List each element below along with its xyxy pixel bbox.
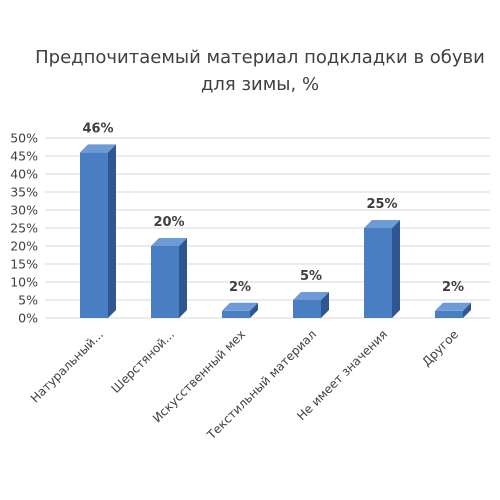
bar-top [435, 302, 471, 311]
bar [435, 302, 471, 318]
chart-title-line-1: Предпочитаемый материал подкладки в обув… [35, 47, 485, 68]
y-tick-label: 35% [10, 185, 38, 200]
y-axis-tick-labels: 0% 5% 10% 15% 20% 25% 30% 35% 40% 45% 50% [10, 131, 38, 326]
bar [222, 302, 258, 318]
chart-title-line-2: для зимы, % [201, 74, 319, 95]
y-tick-label: 25% [10, 221, 38, 236]
gridlines [45, 137, 490, 319]
bar-top [151, 238, 187, 246]
bar-top [222, 302, 258, 311]
data-labels: 46% 20% 2% 5% 25% 2% [82, 121, 464, 294]
bar [364, 220, 400, 318]
data-label: 46% [82, 121, 113, 136]
chart-title: Предпочитаемый материал подкладки в обув… [35, 47, 485, 95]
y-tick-label: 5% [18, 293, 38, 308]
bar-front [151, 246, 179, 318]
bar-side [392, 220, 400, 318]
y-tick-label: 50% [10, 131, 38, 146]
bar-side [179, 238, 187, 318]
bar-front [222, 310, 250, 318]
bar-top [293, 292, 329, 300]
x-axis-category-labels: Натуральный... Шерстяной...Искусственный … [28, 327, 461, 442]
bar-top [80, 144, 116, 153]
y-tick-label: 30% [10, 203, 38, 218]
bar-front [364, 228, 392, 318]
bar-side [321, 292, 329, 318]
bar-front [293, 300, 321, 318]
y-tick-label: 10% [10, 275, 38, 290]
bar [80, 144, 116, 318]
y-tick-label: 40% [10, 167, 38, 182]
data-label: 2% [442, 280, 464, 295]
data-label: 2% [229, 280, 251, 295]
data-label: 5% [300, 269, 322, 284]
category-label: Другое [419, 327, 461, 369]
y-tick-label: 45% [10, 149, 38, 164]
bar-side [250, 302, 258, 318]
y-tick-label: 15% [10, 257, 38, 272]
bar-front [435, 310, 463, 318]
bar [293, 292, 329, 318]
y-tick-label: 0% [18, 311, 38, 326]
bar-side [463, 302, 471, 318]
bar [151, 238, 187, 318]
bar-top [364, 220, 400, 228]
bars [80, 144, 471, 318]
bar-side [108, 144, 116, 318]
bar-front [80, 152, 108, 318]
category-label: Шерстяной... [108, 327, 177, 396]
y-tick-label: 20% [10, 239, 38, 254]
data-label: 25% [366, 197, 397, 212]
data-label: 20% [153, 215, 184, 230]
category-label: Натуральный... [28, 327, 106, 405]
